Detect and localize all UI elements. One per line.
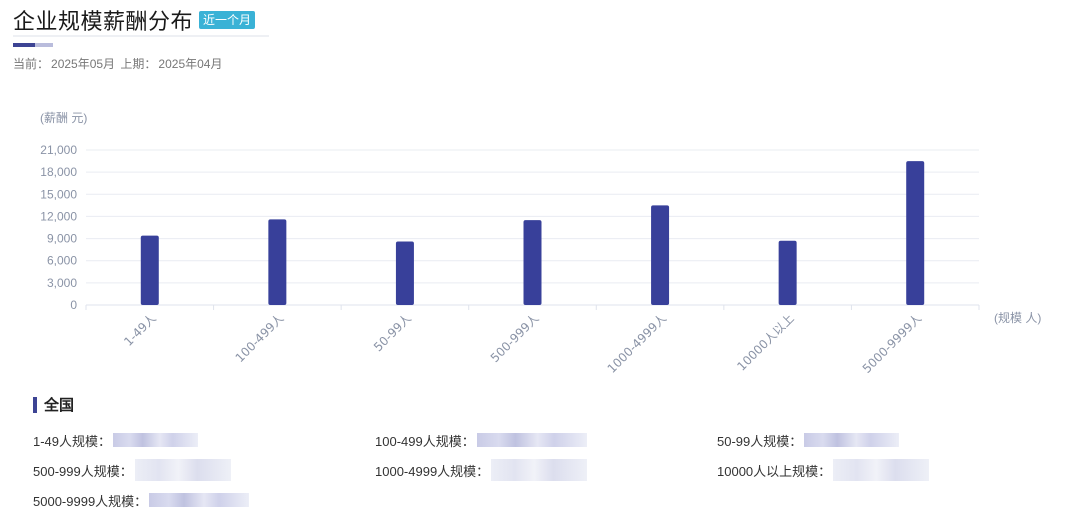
x-tick-label: 1-49人	[121, 311, 159, 349]
stat-item: 1-49人规模：	[33, 430, 199, 450]
blurred-value	[491, 459, 588, 481]
x-tick-label: 5000-9999人	[860, 311, 925, 376]
stat-label: 100-499人规模：	[375, 433, 475, 449]
y-tick-label: 3,000	[47, 276, 77, 290]
section-accent	[33, 396, 37, 413]
x-axis-label: (规模 人)	[994, 310, 1041, 325]
title-underline	[13, 35, 269, 37]
accent-bar	[13, 43, 53, 47]
stat-label: 10000人以上规模：	[717, 463, 832, 479]
header: 企业规模薪酬分布 近一个月	[13, 4, 269, 47]
x-tick-label: 500-999人	[488, 311, 542, 365]
stat-item: 100-499人规模：	[375, 430, 587, 450]
page-title: 企业规模薪酬分布	[13, 9, 194, 34]
y-tick-label: 6,000	[47, 254, 77, 268]
bar	[651, 205, 670, 305]
current-label: 当前：	[13, 57, 50, 71]
y-tick-label: 15,000	[40, 187, 77, 201]
stat-label: 5000-9999人规模：	[33, 493, 148, 509]
salary-bar-chart: (薪酬 元) 0 3,000 6,000 9,000 12,000 15,000 18,000…	[40, 111, 1041, 376]
section-title: 全国	[33, 394, 74, 415]
blurred-value	[134, 459, 231, 481]
blurred-value	[113, 433, 199, 447]
bar	[395, 241, 414, 305]
y-axis-label: (薪酬 元)	[40, 111, 87, 125]
stat-item: 500-999人规模：	[33, 459, 231, 481]
x-tick-label: 1000-4999人	[605, 311, 670, 376]
stat-item: 1000-4999人规模：	[375, 459, 588, 481]
bar	[906, 161, 925, 305]
stat-label: 1-49人规模：	[33, 433, 112, 449]
y-tick-label: 9,000	[47, 232, 77, 246]
bar	[778, 240, 797, 305]
blurred-value	[804, 433, 900, 447]
bar	[523, 220, 542, 305]
stat-label: 50-99人规模：	[717, 433, 803, 449]
y-tick-label: 0	[70, 298, 77, 312]
bar	[140, 235, 159, 305]
title-row: 企业规模薪酬分布 近一个月	[13, 4, 256, 36]
previous-label: 上期：	[120, 57, 157, 71]
blurred-value	[149, 493, 250, 507]
period-badge[interactable]: 近一个月	[199, 11, 256, 29]
bar	[268, 219, 287, 305]
stat-item: 5000-9999人规模：	[33, 490, 250, 510]
x-tick-label: 50-99人	[371, 311, 414, 354]
blurred-value	[833, 459, 930, 481]
current-value: 2025年05月	[51, 57, 116, 71]
y-tick-label: 21,000	[40, 143, 77, 157]
stat-item: 10000人以上规模：	[717, 459, 930, 481]
previous-value: 2025年04月	[158, 57, 223, 71]
stat-item: 50-99人规模：	[717, 430, 900, 450]
x-tick-label: 10000人以上	[734, 311, 796, 373]
y-tick-label: 12,000	[40, 209, 77, 223]
section-title-text: 全国	[44, 397, 75, 414]
stat-label: 1000-4999人规模：	[375, 463, 490, 479]
period-info: 当前： 2025年05月 上期： 2025年04月	[13, 55, 224, 72]
stat-label: 500-999人规模：	[33, 463, 133, 479]
x-tick-label: 100-499人	[233, 311, 287, 365]
blurred-value	[476, 433, 587, 447]
y-tick-label: 18,000	[40, 165, 77, 179]
